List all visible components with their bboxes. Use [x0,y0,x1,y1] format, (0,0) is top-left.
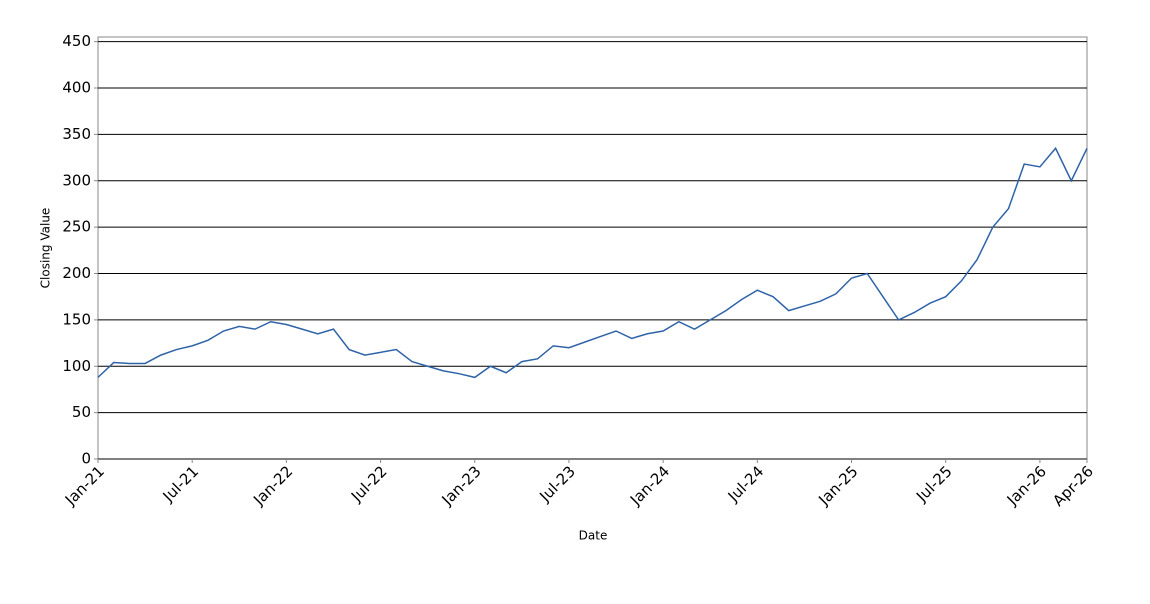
y-tick-label: 250 [62,218,91,236]
y-tick-label: 150 [62,310,91,328]
y-tick-label: 0 [81,450,91,468]
y-tick-label: 350 [62,125,91,143]
x-tick-label: Jan-21 [61,462,108,509]
x-tick-label: Jan-25 [814,462,861,509]
y-tick-label: 100 [62,357,91,375]
x-tick-label: Jul-21 [159,462,203,506]
x-axis-label: Date [579,529,608,543]
x-tick-label: Jan-23 [438,462,485,509]
plot-area [97,36,1088,460]
price-line [97,146,1088,379]
x-tick-label: Jul-22 [347,462,391,506]
y-tick-label: 200 [62,264,91,282]
y-tick-label: 300 [62,171,91,189]
x-tick-label: Jan-24 [626,462,673,509]
x-tick-label: Jul-23 [535,462,579,506]
x-tick-label: Apr-26 [1049,462,1097,510]
x-tick-label: Jul-24 [724,462,768,506]
y-tick-label: 450 [62,32,91,50]
y-axis-label: Closing Value [39,208,53,289]
x-tick-label: Jan-22 [249,462,296,509]
x-tick-label: Jan-26 [1003,462,1050,509]
y-tick-label: 400 [62,79,91,97]
y-tick-label: 50 [72,403,91,421]
x-tick-label: Jul-25 [912,462,956,506]
